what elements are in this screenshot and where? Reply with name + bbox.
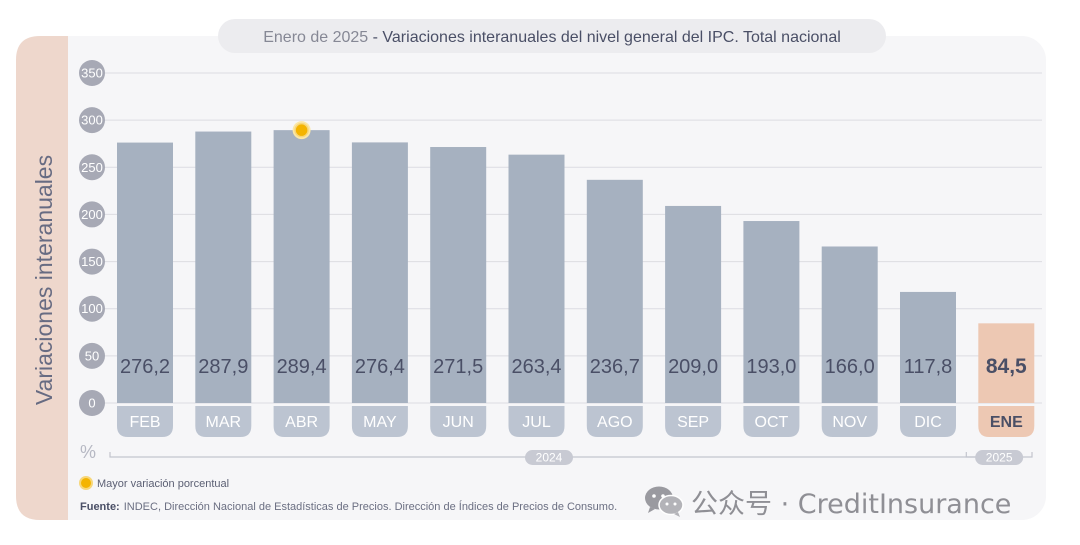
value-label: 263,4: [511, 356, 561, 378]
x-tick-label: OCT: [755, 414, 789, 431]
value-label: 84,5: [986, 355, 1027, 378]
x-tick-label: JUN: [443, 414, 474, 431]
y-tick-badge: [79, 295, 105, 322]
title-pill: [218, 19, 886, 53]
y-unit-label: %: [80, 442, 96, 462]
y-tick-badge: [79, 248, 105, 275]
bar-abr: [273, 130, 330, 403]
y-tick-badge: [79, 60, 105, 86]
x-axis-ticks: FEB MAR ABR MAY JUN JUL AGO SEP OCT NOV DIC ENE: [117, 406, 1035, 437]
title-prefix: Enero de 2025: [263, 29, 368, 46]
bar-feb: [117, 142, 173, 403]
x-tick-tab: [743, 406, 800, 437]
value-label: 276,4: [355, 356, 405, 378]
x-tick-tab: [117, 406, 173, 437]
y-tick-label: 100: [81, 301, 103, 316]
x-tick-label: MAR: [206, 414, 242, 431]
y-tick-label: 50: [85, 348, 99, 363]
bar-sep: [665, 205, 722, 403]
x-tick-tab: [900, 406, 956, 437]
x-tick-label: JUL: [522, 414, 551, 431]
x-tick-label: FEB: [129, 414, 160, 431]
x-tick-tab: [430, 406, 487, 437]
bars: 276,2 287,9 289,4 276,4 271,5 263,4 236,7 209,0…: [117, 130, 1035, 403]
bar-oct: [743, 221, 800, 403]
y-tick-badge: [79, 201, 105, 228]
y-tick-badge: [79, 154, 105, 181]
legend-label: Mayor variación porcentual: [97, 478, 229, 490]
x-tick-label: AGO: [597, 414, 633, 431]
y-tick-badge: [79, 342, 105, 369]
y-tick-badge: [79, 390, 105, 416]
y-axis-ticks: 0 50 100 150 200 250 300 350: [79, 60, 105, 416]
title-main: Variaciones interanuales del nivel gener…: [382, 29, 840, 46]
x-tick-label: DIC: [914, 414, 942, 431]
source-label: Fuente:: [80, 501, 120, 513]
ylabel-sidebar: [16, 36, 68, 520]
y-tick-label: 350: [81, 66, 103, 81]
highlight-marker-dot: [294, 122, 309, 138]
wechat-icon: [645, 486, 684, 517]
legend-marker-icon: [79, 476, 93, 490]
x-tick-tab: [665, 406, 722, 437]
x-tick-tab: [508, 406, 565, 437]
year-groups: 2024 2025: [109, 450, 1033, 465]
watermark-text: 公众号 · CreditInsurance: [691, 488, 1012, 520]
x-tick-label: SEP: [677, 414, 709, 431]
bar-ago: [586, 179, 643, 403]
gridlines: [104, 72, 1042, 404]
bar-dic: [900, 291, 956, 403]
y-tick-label: 0: [88, 396, 95, 411]
x-tick-tab: [978, 406, 1035, 437]
bar-jun: [430, 147, 487, 403]
bar-ene: [978, 323, 1035, 403]
value-label: 209,0: [668, 356, 718, 378]
year-label: 2025: [986, 451, 1013, 465]
y-tick-label: 300: [81, 113, 103, 128]
x-tick-tab: [195, 406, 252, 437]
x-tick-label: ENE: [990, 414, 1023, 431]
value-label: 287,9: [198, 356, 248, 378]
x-tick-tab: [821, 406, 878, 437]
x-tick-tab: [586, 406, 643, 437]
value-label: 236,7: [590, 356, 640, 378]
y-tick-label: 150: [81, 254, 103, 269]
bar-may: [351, 142, 408, 403]
bar-nov: [821, 246, 878, 403]
x-tick-tab: [273, 406, 330, 437]
chart-title: Enero de 2025 - Variaciones interanuales…: [263, 29, 841, 46]
watermark: 公众号 · CreditInsurance: [643, 480, 1011, 522]
year-badge: [975, 450, 1024, 465]
value-label: 289,4: [277, 356, 327, 378]
y-tick-badge: [79, 107, 105, 134]
value-label: 271,5: [433, 356, 483, 378]
bar-jul: [508, 154, 565, 403]
bar-mar: [195, 131, 252, 403]
value-label: 193,0: [746, 356, 796, 378]
x-tick-label: ABR: [285, 414, 318, 431]
value-label: 166,0: [825, 356, 875, 378]
source-text: INDEC, Dirección Nacional de Estadística…: [124, 500, 617, 513]
value-label: 117,8: [904, 356, 953, 378]
source-note: Fuente: INDEC, Dirección Nacional de Esta…: [80, 500, 617, 513]
x-tick-tab: [351, 406, 408, 437]
title-separator: -: [368, 29, 382, 46]
x-tick-label: MAY: [363, 414, 397, 431]
year-label: 2024: [536, 451, 563, 465]
year-badge: [525, 450, 573, 465]
y-axis-label: Variaciones interanuales: [31, 155, 57, 405]
y-tick-label: 200: [81, 207, 103, 222]
x-tick-label: NOV: [832, 414, 867, 431]
value-label: 276,2: [120, 356, 170, 378]
highlight-marker: [292, 121, 311, 140]
y-tick-label: 250: [81, 160, 103, 175]
